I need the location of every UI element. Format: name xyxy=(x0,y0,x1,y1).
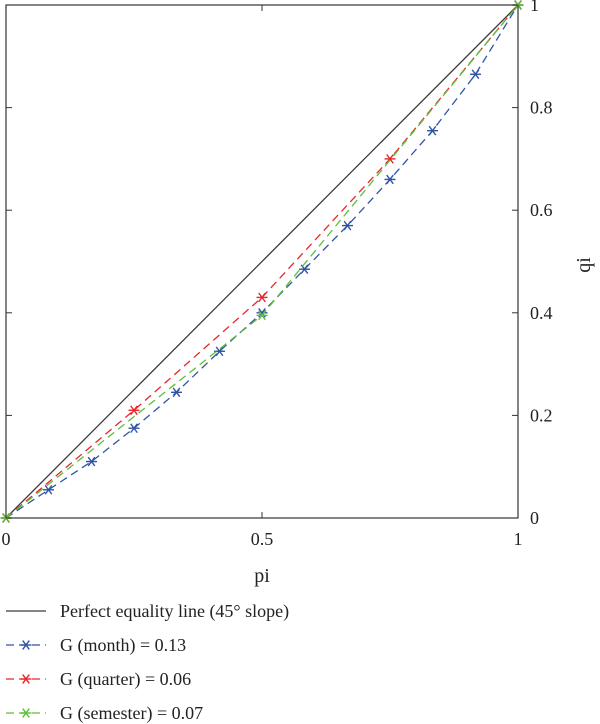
y-tick-label: 1 xyxy=(530,0,539,15)
data-point xyxy=(256,310,268,321)
x-tick-label: 0.5 xyxy=(251,529,274,549)
y-tick-label: 0.2 xyxy=(530,405,553,425)
data-point xyxy=(128,423,140,434)
y-tick-label: 0.8 xyxy=(530,98,553,118)
series-line-0 xyxy=(5,4,519,519)
legend-label: G (month) = 0.13 xyxy=(60,635,186,656)
y-tick-label: 0.6 xyxy=(530,200,553,220)
series-0 xyxy=(5,4,519,519)
x-axis-label: pi xyxy=(254,565,270,587)
y-axis-ticks: 0 0.2 0.4 0.6 0.8 1 xyxy=(6,0,553,528)
data-point xyxy=(342,220,354,231)
legend-label: Perfect equality line (45° slope) xyxy=(60,601,289,622)
series-layer xyxy=(0,0,524,523)
legend-item: G (quarter) = 0.06 xyxy=(6,669,191,690)
data-point xyxy=(426,125,438,136)
legend-marker xyxy=(20,640,32,650)
y-tick-label: 0 xyxy=(530,508,539,528)
data-point xyxy=(42,484,54,495)
legend-item: G (month) = 0.13 xyxy=(6,635,186,656)
data-point xyxy=(470,69,482,80)
legend-label: G (semester) = 0.07 xyxy=(60,703,203,724)
data-point xyxy=(214,346,226,357)
series-line-2 xyxy=(5,4,519,519)
data-point xyxy=(384,174,396,185)
data-point xyxy=(128,405,140,416)
legend-marker xyxy=(20,674,32,684)
x-tick-label: 1 xyxy=(514,529,523,549)
x-axis-ticks: 0 0.5 1 xyxy=(2,5,523,549)
y-axis-label: qi xyxy=(573,257,595,273)
legend-label: G (quarter) = 0.06 xyxy=(60,669,191,690)
legend-marker xyxy=(20,708,32,718)
legend-item: Perfect equality line (45° slope) xyxy=(6,601,289,622)
data-point xyxy=(256,292,268,303)
x-tick-label: 0 xyxy=(2,529,11,549)
data-point xyxy=(170,387,182,398)
legend-item: G (semester) = 0.07 xyxy=(6,703,203,724)
data-point xyxy=(86,456,98,467)
legend: Perfect equality line (45° slope) G (mont… xyxy=(6,601,289,724)
y-tick-label: 0.4 xyxy=(530,303,553,323)
